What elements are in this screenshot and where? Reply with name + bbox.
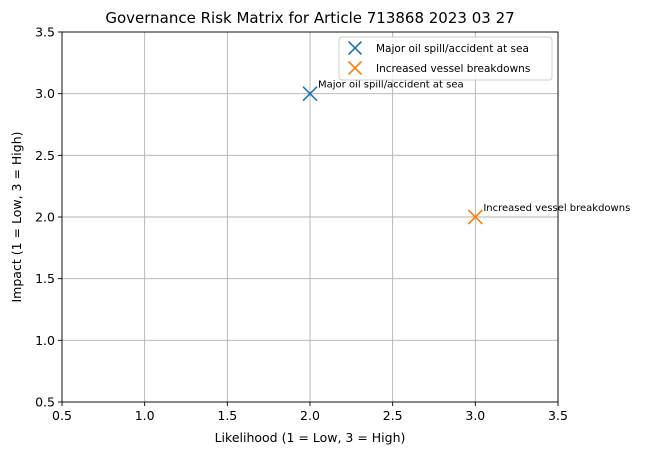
x-tick-label: 1.5 — [217, 408, 237, 423]
legend-x-marker — [347, 40, 363, 56]
point-annotation: Major oil spill/accident at sea — [318, 80, 464, 91]
chart-title: Governance Risk Matrix for Article 71386… — [105, 9, 514, 27]
legend: Major oil spill/accident at sea Increased… — [338, 36, 553, 81]
y-tick-label: 2.0 — [35, 210, 55, 225]
x-tick-label: 3.5 — [548, 408, 568, 423]
y-tick-label: 2.5 — [35, 148, 55, 163]
scatter-point-x-marker — [467, 209, 483, 225]
scatter-point-x-marker — [302, 86, 318, 102]
x-tick-label: 2.0 — [300, 408, 320, 423]
x-tick-label: 3.0 — [465, 408, 485, 423]
legend-x-marker — [347, 60, 363, 76]
legend-box — [338, 36, 553, 81]
y-tick-label: 1.5 — [35, 271, 55, 286]
legend-label: Increased vessel breakdowns — [376, 63, 530, 75]
y-tick-label: 3.0 — [35, 86, 55, 101]
x-axis-label: Likelihood (1 = Low, 3 = High) — [215, 430, 406, 445]
x-tick-label: 2.5 — [383, 408, 403, 423]
y-tick-label: 1.0 — [35, 333, 55, 348]
annotations: Major oil spill/accident at sea Increased… — [318, 80, 630, 214]
y-tick-label: 3.5 — [35, 25, 55, 40]
data-points — [302, 86, 483, 225]
grid — [61, 31, 559, 403]
x-axis-ticks: 0.5 1.0 1.5 2.0 2.5 3.0 3.5 — [52, 402, 568, 423]
x-tick-label: 1.0 — [135, 408, 155, 423]
point-annotation: Increased vessel breakdowns — [483, 203, 630, 214]
legend-label: Major oil spill/accident at sea — [376, 43, 529, 55]
y-tick-label: 0.5 — [35, 395, 55, 410]
y-axis-ticks: 0.5 1.0 1.5 2.0 2.5 3.0 3.5 — [35, 25, 62, 410]
x-tick-label: 0.5 — [52, 408, 72, 423]
y-axis-label: Impact (1 = Low, 3 = High) — [9, 132, 24, 303]
